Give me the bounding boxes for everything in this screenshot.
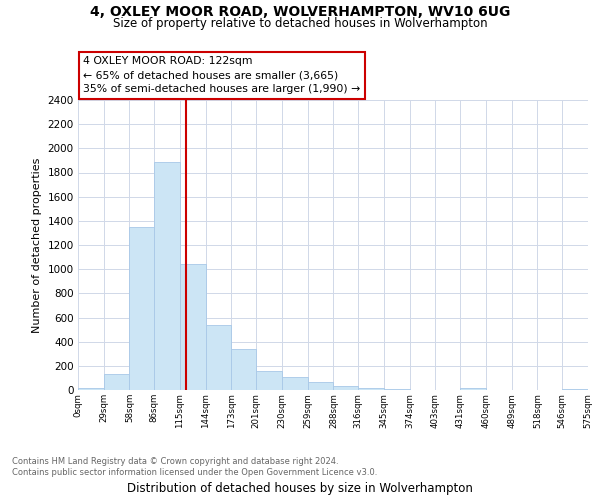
- Bar: [308, 382, 334, 390]
- Text: 4, OXLEY MOOR ROAD, WOLVERHAMPTON, WV10 6UG: 4, OXLEY MOOR ROAD, WOLVERHAMPTON, WV10 …: [90, 5, 510, 19]
- Bar: [282, 376, 308, 390]
- Bar: [358, 388, 384, 390]
- Bar: [562, 389, 588, 390]
- Bar: [232, 349, 256, 390]
- Bar: [460, 388, 486, 390]
- Bar: [154, 162, 180, 390]
- Bar: [256, 370, 282, 390]
- Y-axis label: Number of detached properties: Number of detached properties: [32, 158, 42, 332]
- Text: Contains HM Land Registry data © Crown copyright and database right 2024.
Contai: Contains HM Land Registry data © Crown c…: [12, 458, 377, 477]
- Text: Distribution of detached houses by size in Wolverhampton: Distribution of detached houses by size …: [127, 482, 473, 495]
- Bar: [78, 388, 104, 390]
- Bar: [104, 374, 130, 390]
- Text: 4 OXLEY MOOR ROAD: 122sqm
← 65% of detached houses are smaller (3,665)
35% of se: 4 OXLEY MOOR ROAD: 122sqm ← 65% of detac…: [83, 56, 361, 94]
- Text: Size of property relative to detached houses in Wolverhampton: Size of property relative to detached ho…: [113, 18, 487, 30]
- Bar: [130, 227, 154, 390]
- Bar: [384, 389, 410, 390]
- Bar: [206, 325, 232, 390]
- Bar: [334, 386, 358, 390]
- Bar: [180, 264, 206, 390]
